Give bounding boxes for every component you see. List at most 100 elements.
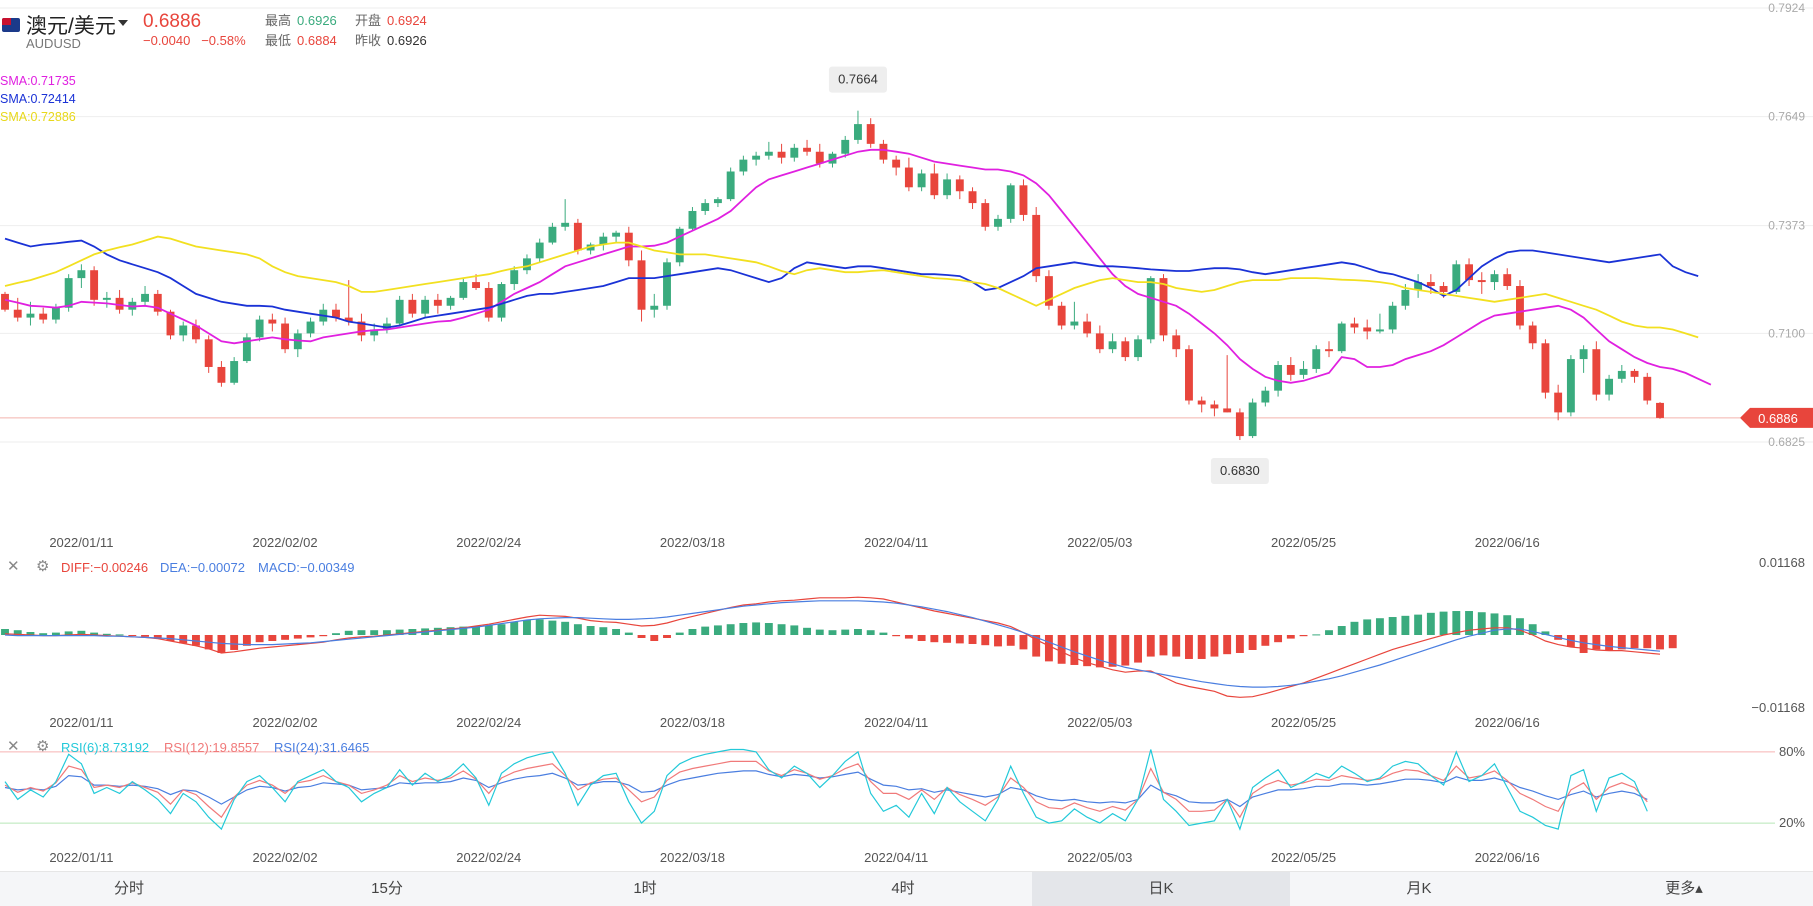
macd-hist-bar <box>459 626 468 635</box>
candle-body <box>1541 343 1550 393</box>
macd-hist-bar <box>904 635 913 639</box>
candle-body <box>153 293 162 312</box>
settings-rsi-icon[interactable]: ⚙ <box>36 738 50 755</box>
macd-date-label: 2022/02/24 <box>456 715 521 730</box>
symbol-name[interactable]: 澳元/美元 <box>26 15 116 38</box>
candle-body <box>764 151 773 156</box>
candle-body <box>573 222 582 251</box>
chevron-down-icon[interactable] <box>118 20 128 26</box>
tab-15min[interactable]: 15分 <box>371 880 403 897</box>
candle-body <box>1044 276 1053 306</box>
macd-date-label: 2022/06/16 <box>1475 715 1540 730</box>
rsi-date-label: 2022/01/11 <box>49 850 113 865</box>
candle-body <box>1337 323 1346 352</box>
tab-1h[interactable]: 1时 <box>633 880 657 897</box>
candle-body <box>1235 412 1244 437</box>
candle-body <box>408 299 417 314</box>
candle-body <box>1197 400 1206 405</box>
open-value: 0.6924 <box>387 13 427 28</box>
price-change: −0.0040 −0.58% <box>143 33 246 48</box>
candle-body <box>1426 282 1435 287</box>
candle-body <box>1490 274 1499 283</box>
candle-body <box>1465 264 1473 281</box>
last-price: 0.6886 <box>143 11 202 32</box>
tab-monthly[interactable]: 月K <box>1406 880 1432 897</box>
macd-hist-bar <box>1401 615 1410 635</box>
macd-hist-bar <box>943 635 952 643</box>
candle-body <box>1375 329 1384 332</box>
tab-intraday[interactable]: 分时 <box>113 880 144 897</box>
price-date-label: 2022/01/11 <box>49 535 113 550</box>
sma-line-blue <box>4 237 1699 329</box>
macd-hist-bar <box>319 635 328 637</box>
candle-body <box>1146 278 1155 340</box>
macd-diff-label: DIFF:−0.00246 <box>61 560 149 575</box>
close-macd-icon[interactable]: ✕ <box>7 558 20 575</box>
candle-body <box>204 339 213 367</box>
macd-hist-bar <box>1032 635 1041 657</box>
macd-hist-bar <box>1248 635 1257 650</box>
candle-body <box>1325 349 1333 352</box>
low-value: 0.6884 <box>297 33 337 48</box>
candle-body <box>548 226 557 243</box>
macd-hist-bar <box>803 627 811 635</box>
price-axis-label: 0.6825 <box>1768 435 1805 449</box>
macd-hist-bar <box>1134 635 1142 663</box>
candle-body <box>459 282 468 298</box>
candle-body <box>713 199 722 204</box>
candle-body <box>1299 368 1308 375</box>
macd-hist-bar <box>1465 611 1473 635</box>
chart-canvas[interactable]: 0.7924 0.7649 0.7373 0.7100 0.6825 0.7664 0.68… <box>0 0 1813 870</box>
macd-hist-bar <box>484 625 493 635</box>
candle-body <box>39 313 48 320</box>
candle-body <box>892 159 901 168</box>
candle-body <box>663 262 671 306</box>
macd-hist-bar <box>115 634 124 636</box>
candle-body <box>332 309 340 318</box>
rsi-line-rsi24 <box>4 770 1648 808</box>
macd-hist-bar <box>306 635 315 638</box>
price-date-label: 2022/04/11 <box>864 535 928 550</box>
macd-hist-bar <box>179 635 188 644</box>
min-callout-box <box>1210 458 1269 485</box>
stat-high: 最高 0.6926 <box>265 10 337 29</box>
candle-body <box>1439 286 1448 292</box>
candle-body <box>1159 278 1168 336</box>
candle-body <box>1095 333 1104 350</box>
macd-hist-bar <box>433 627 442 635</box>
macd-hist-bar <box>90 632 99 635</box>
macd-hist-bar <box>879 632 888 635</box>
candle-body <box>943 179 952 196</box>
candle-body <box>1363 327 1372 332</box>
price-date-label: 2022/05/03 <box>1067 535 1132 550</box>
macd-hist-bar <box>1070 635 1079 665</box>
candle-body <box>1032 214 1041 277</box>
macd-hist-bar <box>153 635 162 639</box>
macd-hist-bar <box>1528 624 1537 635</box>
candle-body <box>1656 402 1664 418</box>
tab-daily[interactable]: 日K <box>1032 872 1290 906</box>
macd-hist-bar <box>1083 635 1092 667</box>
sma-line-yellow <box>4 235 1699 339</box>
rsi-date-label: 2022/06/16 <box>1475 850 1540 865</box>
macd-hist-bar <box>255 635 264 643</box>
sma-line-magenta <box>4 148 1712 386</box>
macd-hist-bar <box>332 633 340 635</box>
price-date-label: 2022/02/02 <box>253 535 318 550</box>
macd-hist-bar <box>1044 635 1053 662</box>
macd-date-label: 2022/04/11 <box>864 715 928 730</box>
close-rsi-icon[interactable]: ✕ <box>7 738 20 755</box>
macd-hist-bar <box>1019 635 1028 650</box>
macd-hist-bar <box>790 625 799 635</box>
candle-body <box>166 311 175 336</box>
candle-body <box>612 232 621 237</box>
macd-hist-bar <box>497 624 506 635</box>
macd-hist-bar <box>994 635 1002 647</box>
candle-body <box>446 297 455 306</box>
tab-4h[interactable]: 4时 <box>891 880 915 897</box>
prev-close-value: 0.6926 <box>387 33 427 48</box>
settings-macd-icon[interactable]: ⚙ <box>36 558 50 575</box>
macd-diff-line <box>4 596 1661 698</box>
macd-hist-bar <box>446 627 455 635</box>
tab-more[interactable]: 更多▴ <box>1665 880 1703 897</box>
